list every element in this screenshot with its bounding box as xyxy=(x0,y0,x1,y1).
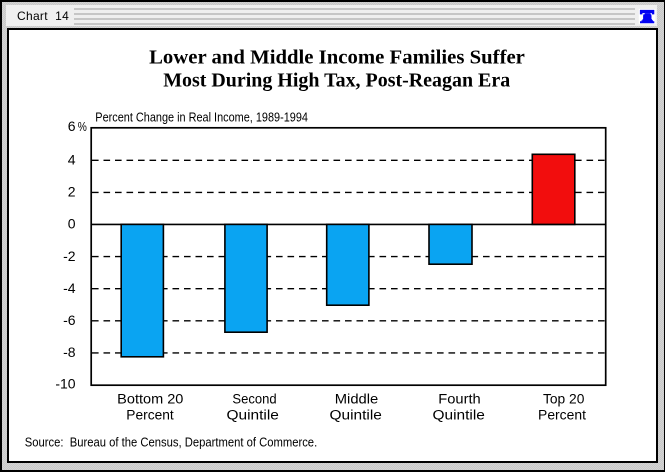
svg-text:Top 20: Top 20 xyxy=(543,392,584,407)
svg-text:4: 4 xyxy=(68,152,76,168)
svg-text:-2: -2 xyxy=(63,248,76,264)
svg-text:Bottom 20: Bottom 20 xyxy=(117,392,183,407)
svg-text:-4: -4 xyxy=(63,280,76,296)
svg-text:Fourth: Fourth xyxy=(438,392,481,407)
svg-text:Second: Second xyxy=(232,392,276,407)
svg-text:Percent Change in Real Income,: Percent Change in Real Income, 1989-1994 xyxy=(95,110,308,125)
svg-text:-6: -6 xyxy=(63,312,76,328)
svg-text:Middle: Middle xyxy=(335,392,379,407)
svg-text:Percent: Percent xyxy=(538,408,586,423)
svg-text:0: 0 xyxy=(68,216,76,232)
svg-text:Quintile: Quintile xyxy=(330,408,382,423)
svg-text:Percent: Percent xyxy=(126,408,174,423)
svg-text:6: 6 xyxy=(68,118,76,134)
svg-text:%: % xyxy=(78,120,87,134)
svg-text:Source: Bureau of the Census,: Source: Bureau of the Census, Department… xyxy=(25,434,317,449)
svg-text:2: 2 xyxy=(68,184,76,200)
svg-text:-8: -8 xyxy=(63,344,76,360)
svg-text:Most During High Tax, Post-Rea: Most During High Tax, Post-Reagan Era xyxy=(163,69,510,91)
svg-text:Lower and Middle Income Famili: Lower and Middle Income Families Suffer xyxy=(149,47,525,69)
svg-text:Quintile: Quintile xyxy=(227,408,279,423)
svg-text:-10: -10 xyxy=(55,375,75,391)
svg-text:Quintile: Quintile xyxy=(433,408,485,423)
